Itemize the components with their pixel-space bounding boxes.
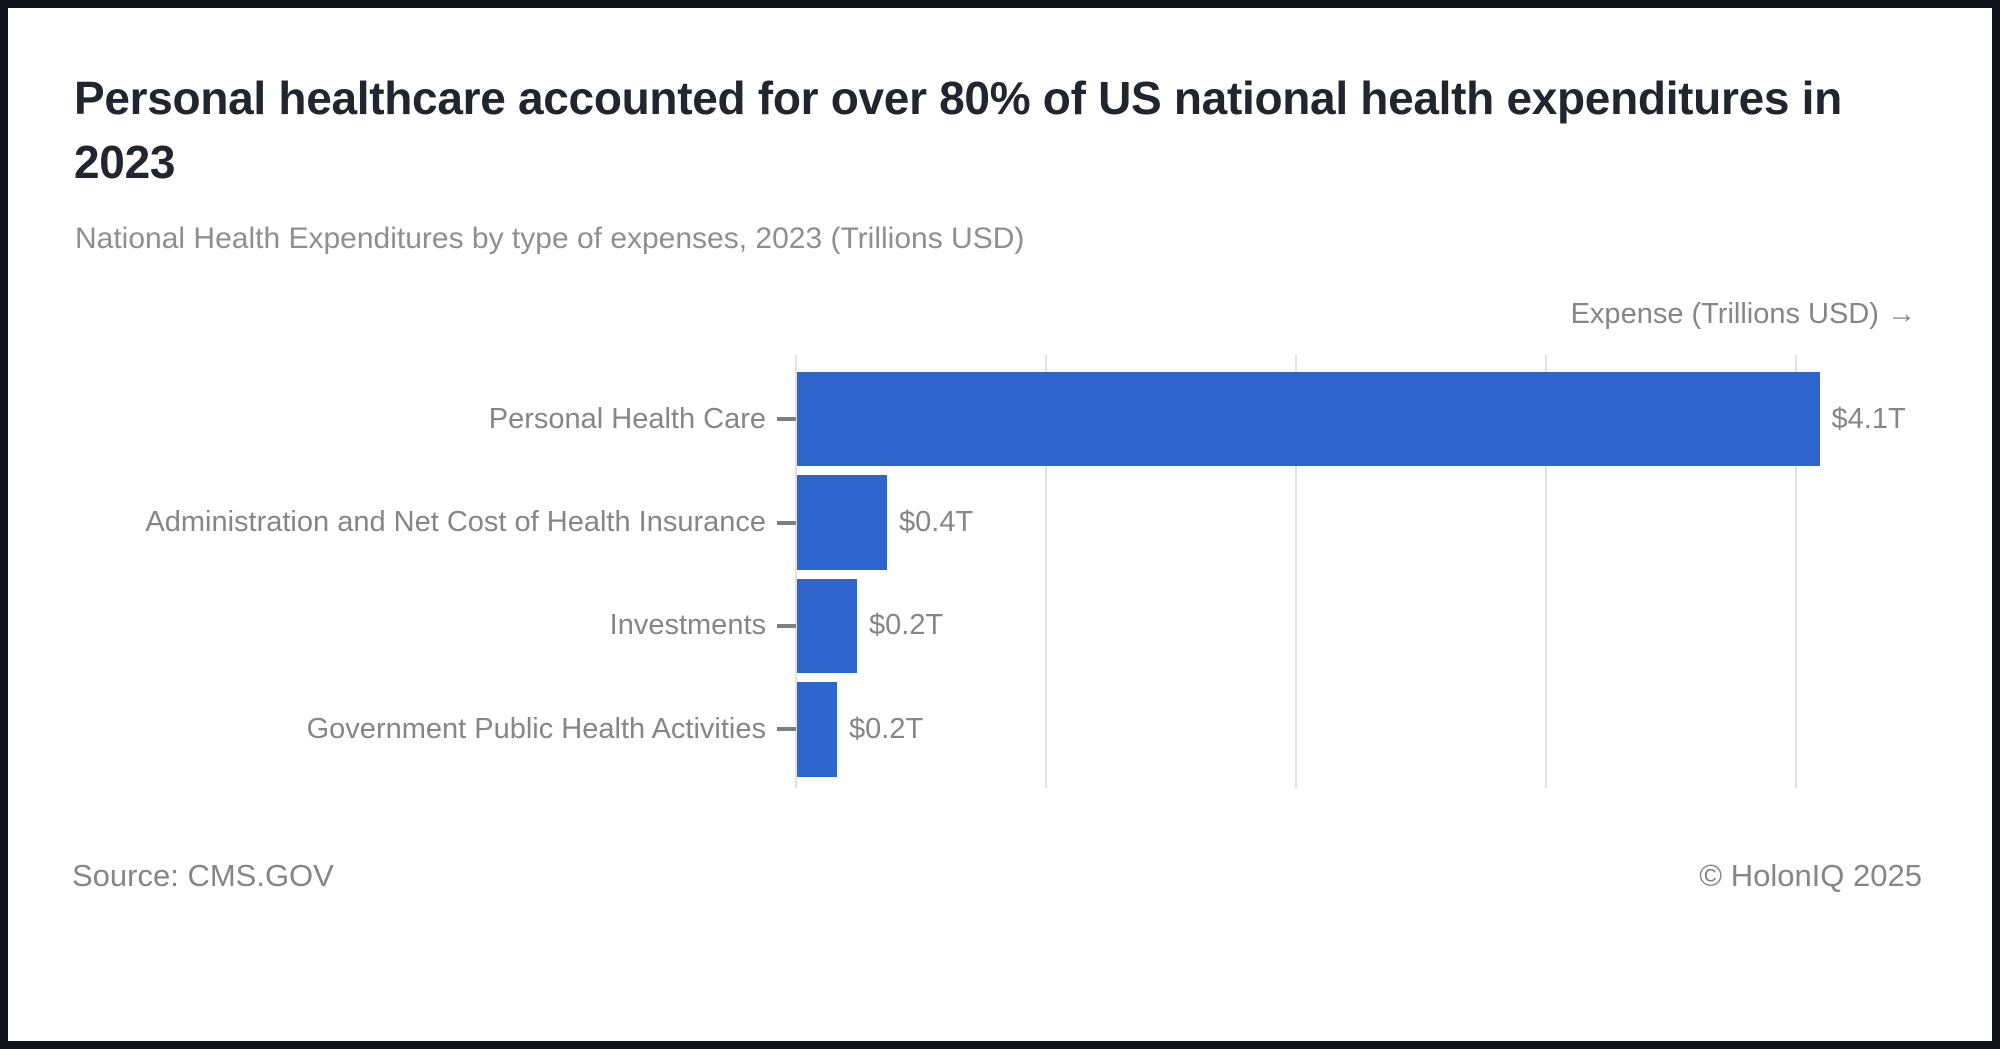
gridline-4t	[1795, 355, 1797, 788]
bar	[797, 682, 837, 777]
category-tick	[777, 727, 796, 732]
chart-title-line-1: Personal healthcare accounted for over 8…	[74, 72, 1842, 124]
category-label: Investments	[609, 609, 766, 642]
chart-title: Personal healthcare accounted for over 8…	[74, 66, 1842, 194]
gridline-0t	[795, 355, 797, 788]
gridline-3t	[1545, 355, 1547, 788]
value-label: $0.2T	[869, 609, 944, 642]
chart-title-line-2: 2023	[74, 136, 176, 188]
x-axis-title: Expense (Trillions USD) →	[1570, 298, 1916, 330]
source-note: Source: CMS.GOV	[72, 858, 334, 893]
category-label: Administration and Net Cost of Health In…	[145, 505, 766, 538]
copyright-note: © HolonIQ 2025	[1699, 858, 1922, 893]
bar	[797, 371, 1820, 467]
category-label: Personal Health Care	[488, 402, 766, 435]
value-label: $0.4T	[899, 505, 974, 538]
category-tick	[777, 520, 796, 525]
bar	[797, 475, 887, 570]
gridline-2t	[1295, 355, 1297, 788]
gridline-1t	[1045, 355, 1047, 788]
category-tick	[777, 417, 796, 422]
category-label: Government Public Health Activities	[306, 712, 766, 745]
category-tick	[777, 623, 796, 628]
chart-subtitle: National Health Expenditures by type of …	[75, 222, 1025, 255]
value-label: $4.1T	[1831, 402, 1906, 435]
value-label: $0.2T	[849, 712, 924, 745]
bar	[797, 578, 857, 674]
